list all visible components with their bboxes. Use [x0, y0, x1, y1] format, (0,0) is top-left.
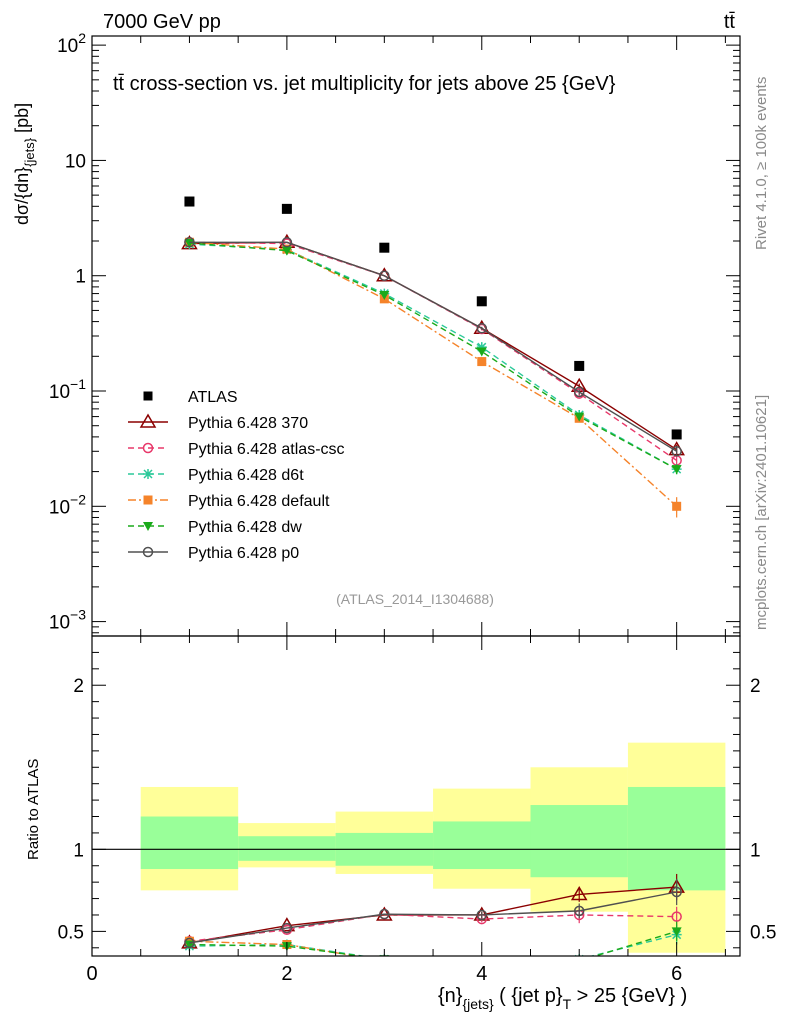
main-ytick-label-1: 102: [57, 30, 86, 57]
ratio-1-point-5: [570, 885, 588, 901]
legend-label-1: Pythia 6.428 370: [188, 415, 308, 432]
ratio-line-5: [189, 930, 677, 956]
legend: ATLAS Pythia 6.428 370 Pythia 6.428 atlas-…: [128, 389, 345, 562]
ratio-ytick-label-right-2: 1: [750, 840, 761, 861]
series-6-point-5: [573, 386, 585, 398]
ratio-stat-band-2: [238, 836, 336, 861]
ratio-ytick-label-right-3: 2: [750, 676, 761, 697]
x-tick-label-1: 0: [86, 963, 97, 985]
legend-label-3: Pythia 6.428 d6t: [188, 467, 304, 484]
ratio-line-4: [189, 940, 360, 956]
series-4-point-4: [477, 357, 487, 367]
mcplots-label: mcplots.cern.ch [arXiv:2401.10621]: [753, 395, 770, 630]
ratio-line-2: [189, 913, 677, 942]
legend-label-6: Pythia 6.428 p0: [188, 545, 299, 562]
analysis-id: (ATLAS_2014_I1304688): [336, 591, 494, 607]
chart-title: tt̄ cross-section vs. jet multiplicity f…: [113, 73, 616, 95]
series-5-point-5: [574, 412, 585, 422]
ratio-line-3: [189, 933, 677, 956]
legend-marker-2: [142, 442, 154, 454]
ratio-stat-band-4: [433, 821, 531, 870]
main-ytick-label-5: 10−2: [49, 491, 86, 518]
ratio-ytick-label-left-2: 1: [73, 840, 84, 861]
main-ylabel: dσ/{dn}{jets} [pb]: [12, 103, 37, 225]
ratio-stat-band-6: [627, 786, 726, 891]
x-tick-label-2: 2: [281, 963, 292, 985]
series-6-point-1: [184, 237, 195, 248]
x-axis-label: {n}{jets} ( {jet p}T > 25 {GeV} ): [438, 985, 687, 1012]
series-3-point-4: [476, 342, 487, 353]
atlas-point-2: [281, 203, 292, 214]
atlas-point-5: [574, 360, 585, 371]
ratio-plot-marks: [181, 873, 685, 969]
rivet-label: Rivet 4.1.0, ≥ 100k events: [753, 77, 770, 250]
ratio-6-point-5: [573, 905, 585, 917]
main-plot-marks: [181, 196, 685, 518]
ratio-6-point-4: [476, 909, 488, 921]
legend-label-4: Pythia 6.428 default: [188, 493, 330, 510]
ratio-5-point-6: [671, 927, 682, 937]
ratio-uncertainty-bands: [92, 742, 740, 953]
ratio-2-point-6: [671, 911, 682, 922]
legend-label-2: Pythia 6.428 atlas-csc: [188, 441, 345, 458]
legend-atlas-marker: [143, 391, 153, 401]
series-5-point-2: [281, 246, 292, 256]
main-ytick-label-6: 10−3: [49, 607, 86, 634]
series-line-3: [189, 243, 678, 470]
atlas-point-6: [671, 429, 682, 440]
ratio-frame: [91, 635, 741, 957]
ratio-ytick-label-left-3: 2: [73, 676, 84, 697]
ratio-6-point-6: [671, 886, 682, 898]
ratio-4-point-5: [575, 960, 584, 969]
legend-marker-4: [143, 495, 153, 505]
series-5-point-4: [476, 347, 487, 357]
ratio-ytick-label-left-1: 0.5: [58, 922, 84, 943]
legend-marker-1: [139, 413, 157, 428]
ratio-4-point-3: [380, 956, 389, 965]
x-tick-label-3: 4: [476, 963, 487, 985]
series-6-point-6: [671, 446, 682, 457]
process-label: tt̄: [724, 11, 736, 33]
series-6-point-4: [476, 323, 488, 334]
main-ytick-label-4: 10−1: [49, 376, 86, 403]
legend-marker-6: [142, 546, 154, 558]
atlas-point-1: [184, 196, 195, 207]
legend-label-5: Pythia 6.428 dw: [188, 519, 302, 536]
atlas-point-3: [379, 242, 390, 253]
series-6-point-2: [281, 237, 293, 248]
ratio-line-6: [189, 891, 677, 944]
series-line-4: [189, 241, 678, 507]
atlas-point-4: [476, 296, 487, 307]
legend-marker-3: [143, 469, 153, 479]
series-line-5: [189, 242, 677, 470]
series-6-point-3: [379, 270, 390, 281]
main-ytick-label-3: 1: [75, 267, 86, 288]
ratio-6-point-1: [184, 937, 195, 949]
ratio-ylabel: Ratio to ATLAS: [25, 759, 42, 860]
series-5-point-1: [184, 239, 195, 249]
ratio-stat-band-1: [140, 816, 239, 870]
main-ytick-label-2: 10: [65, 151, 86, 172]
energy-label: 7000 GeV pp: [103, 11, 221, 33]
legend-marker-5: [143, 522, 153, 531]
ratio-5-point-3: [379, 955, 390, 956]
series-5-point-3: [379, 291, 390, 301]
legend-atlas-label: ATLAS: [188, 389, 238, 406]
ratio-6-point-3: [379, 908, 390, 920]
series-line-6: [189, 241, 678, 452]
x-tick-label-4: 6: [671, 963, 682, 985]
series-4-point-6: [672, 501, 682, 511]
ratio-stat-band-5: [530, 805, 628, 878]
ratio-ytick-label-right-1: 0.5: [750, 922, 776, 943]
series-5-point-6: [671, 465, 682, 475]
ratio-6-point-2: [281, 922, 293, 934]
ratio-5-point-5: [574, 957, 584, 966]
